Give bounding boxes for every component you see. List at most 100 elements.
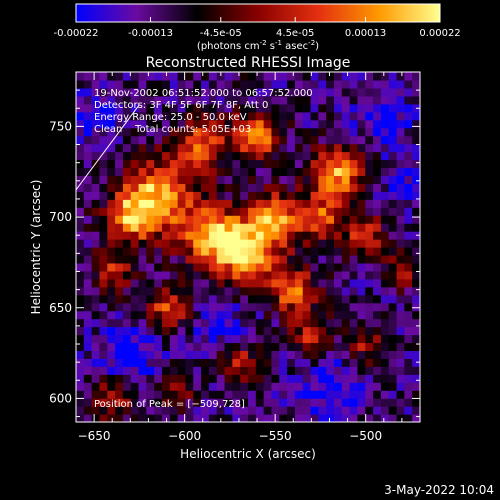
heatmap-cell xyxy=(216,183,226,192)
heatmap-cell xyxy=(185,151,194,161)
heatmap-cell xyxy=(169,95,179,105)
heatmap-cell xyxy=(91,87,101,97)
heatmap-cell xyxy=(365,72,374,81)
heatmap-cell xyxy=(373,270,382,280)
heatmap-cell xyxy=(255,334,265,344)
heatmap-cell xyxy=(76,270,85,280)
heatmap-cell xyxy=(224,254,233,264)
heatmap-cell xyxy=(240,175,249,184)
heatmap-cell xyxy=(193,183,202,192)
heatmap-cell xyxy=(138,366,147,375)
heatmap-cell xyxy=(208,87,218,97)
heatmap-cell xyxy=(83,382,93,391)
heatmap-cell xyxy=(76,326,85,336)
heatmap-cell xyxy=(146,143,155,153)
heatmap-cell xyxy=(302,111,312,121)
heatmap-cell xyxy=(404,72,413,81)
heatmap-cell xyxy=(255,358,265,367)
heatmap-cell xyxy=(279,254,288,264)
heatmap-cell xyxy=(248,270,257,280)
heatmap-cell xyxy=(271,310,280,320)
heatmap-cell xyxy=(130,119,140,129)
heatmap-cell xyxy=(208,262,218,272)
heatmap-cell xyxy=(122,294,132,304)
heatmap-cell xyxy=(349,398,359,407)
heatmap-cell xyxy=(185,143,194,153)
heatmap-cell xyxy=(224,199,233,208)
heatmap-cell xyxy=(169,167,179,176)
heatmap-cell xyxy=(404,302,413,312)
heatmap-cell xyxy=(208,103,218,113)
heatmap-cell xyxy=(216,143,226,153)
heatmap-cell xyxy=(76,406,85,415)
heatmap-cell xyxy=(396,151,405,161)
heatmap-cell xyxy=(271,167,280,176)
heatmap-cell xyxy=(122,72,132,81)
heatmap-cell xyxy=(201,382,210,391)
heatmap-cell xyxy=(185,159,194,169)
heatmap-cell xyxy=(99,151,108,161)
heatmap-cell xyxy=(107,223,116,232)
heatmap-cell xyxy=(107,103,116,113)
heatmap-cell xyxy=(302,79,312,89)
heatmap-cell xyxy=(326,79,335,89)
heatmap-cell xyxy=(349,135,359,145)
heatmap-cell xyxy=(388,183,398,192)
heatmap-cell xyxy=(193,342,202,351)
heatmap-cell xyxy=(388,72,398,81)
heatmap-cell xyxy=(208,294,218,304)
heatmap-cell xyxy=(107,286,116,296)
heatmap-cell xyxy=(122,270,132,280)
heatmap-cell xyxy=(216,95,226,105)
heatmap-cell xyxy=(107,310,116,320)
heatmap-cell xyxy=(248,151,257,161)
heatmap-cell xyxy=(365,215,374,224)
heatmap-cell xyxy=(91,310,101,320)
heatmap-cell xyxy=(138,326,147,336)
heatmap-cell xyxy=(130,191,140,200)
heatmap-cell xyxy=(162,398,171,407)
heatmap-cell xyxy=(162,247,171,256)
heatmap-cell xyxy=(162,159,171,169)
heatmap-cell xyxy=(380,159,390,169)
heatmap-cell xyxy=(216,87,226,97)
heatmap-cell xyxy=(193,151,202,161)
heatmap-cell xyxy=(310,239,319,248)
heatmap-cell xyxy=(318,366,327,375)
heatmap-cell xyxy=(185,350,194,359)
heatmap-cell xyxy=(255,262,265,272)
heatmap-cell xyxy=(162,175,171,184)
heatmap-cell xyxy=(130,358,140,367)
heatmap-cell xyxy=(115,390,124,399)
heatmap-cell xyxy=(263,326,273,336)
heatmap-cell xyxy=(263,254,273,264)
heatmap-cell xyxy=(279,239,288,248)
heatmap-cell xyxy=(83,159,93,169)
heatmap-cell xyxy=(380,95,390,105)
heatmap-cell xyxy=(380,286,390,296)
heatmap-cell xyxy=(349,270,359,280)
heatmap-cell xyxy=(99,199,108,208)
heatmap-cell xyxy=(122,111,132,121)
heatmap-cell xyxy=(412,175,420,184)
heatmap-cell xyxy=(169,231,179,240)
heatmap-cell xyxy=(91,95,101,105)
heatmap-cell xyxy=(373,239,382,248)
heatmap-cell xyxy=(357,79,366,89)
heatmap-cell xyxy=(396,318,405,328)
heatmap-cell xyxy=(326,262,335,272)
heatmap-cell xyxy=(279,358,288,367)
heatmap-cell xyxy=(91,199,101,208)
heatmap-cell xyxy=(130,215,140,224)
heatmap-cell xyxy=(138,79,147,89)
heatmap-cell xyxy=(287,270,296,280)
heatmap-cell xyxy=(224,414,233,422)
heatmap-cell xyxy=(107,318,116,328)
heatmap-cell xyxy=(396,127,405,137)
heatmap-cell xyxy=(130,79,140,89)
heatmap-cell xyxy=(115,223,124,232)
heatmap-cell xyxy=(326,406,335,415)
heatmap-cell xyxy=(404,254,413,264)
heatmap-cell xyxy=(240,414,249,422)
heatmap-cell xyxy=(201,143,210,153)
